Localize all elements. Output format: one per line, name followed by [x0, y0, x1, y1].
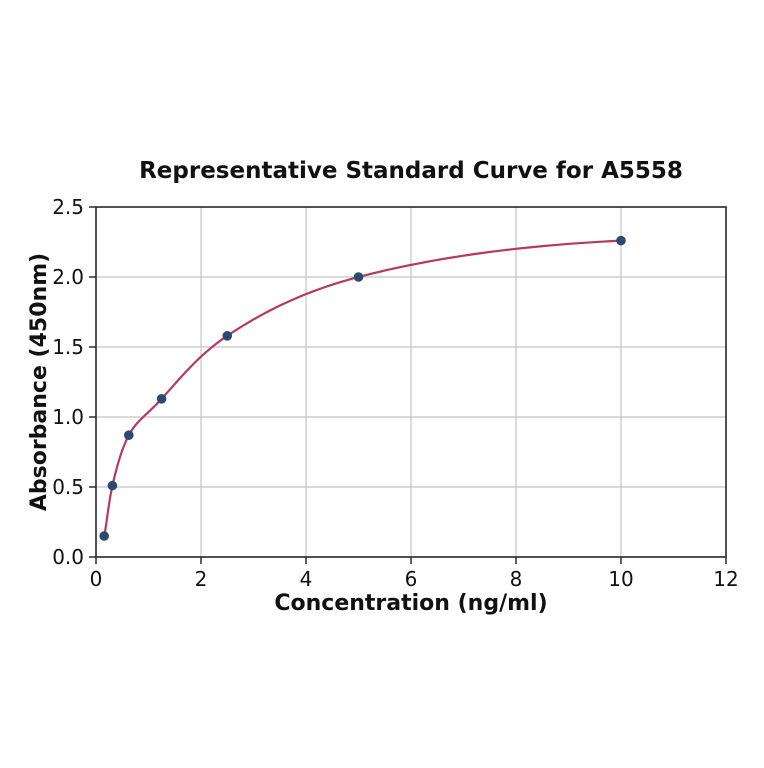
grid-layer: [95, 206, 727, 558]
y-axis-label: Absorbance (450nm): [27, 253, 52, 511]
data-point: [107, 480, 118, 491]
chart-title: Representative Standard Curve for A5558: [139, 158, 683, 184]
x-tick-label: 10: [608, 567, 633, 591]
x-tick-label: 2: [195, 567, 208, 591]
x-tick-label: 4: [300, 567, 313, 591]
data-point: [99, 531, 109, 541]
x-tick-label: 0: [90, 567, 103, 591]
data-point: [616, 235, 626, 246]
data-points: [99, 235, 626, 541]
x-tick-label: 6: [405, 567, 418, 591]
plot-border: [95, 206, 727, 558]
fit-curve-line: [103, 239, 623, 538]
data-point: [222, 331, 233, 341]
y-tick-label: 1.0: [52, 405, 84, 429]
data-point: [124, 430, 134, 441]
y-tick-label: 2.0: [52, 265, 84, 289]
data-point: [156, 394, 167, 404]
y-tick-label: 0.5: [52, 475, 84, 499]
x-tick-label: 8: [510, 567, 523, 591]
tick-layer: 0 2 4 6 8 10 12 0.0 0.5 1.0 1.5 2.0 2.5: [52, 195, 739, 591]
y-tick-label: 2.5: [52, 195, 84, 219]
x-axis-label: Concentration (ng/ml): [274, 591, 547, 616]
y-tick-label: 0.0: [52, 545, 84, 569]
data-point: [353, 272, 364, 282]
x-tick-label: 12: [713, 567, 738, 591]
y-tick-label: 1.5: [52, 335, 84, 359]
